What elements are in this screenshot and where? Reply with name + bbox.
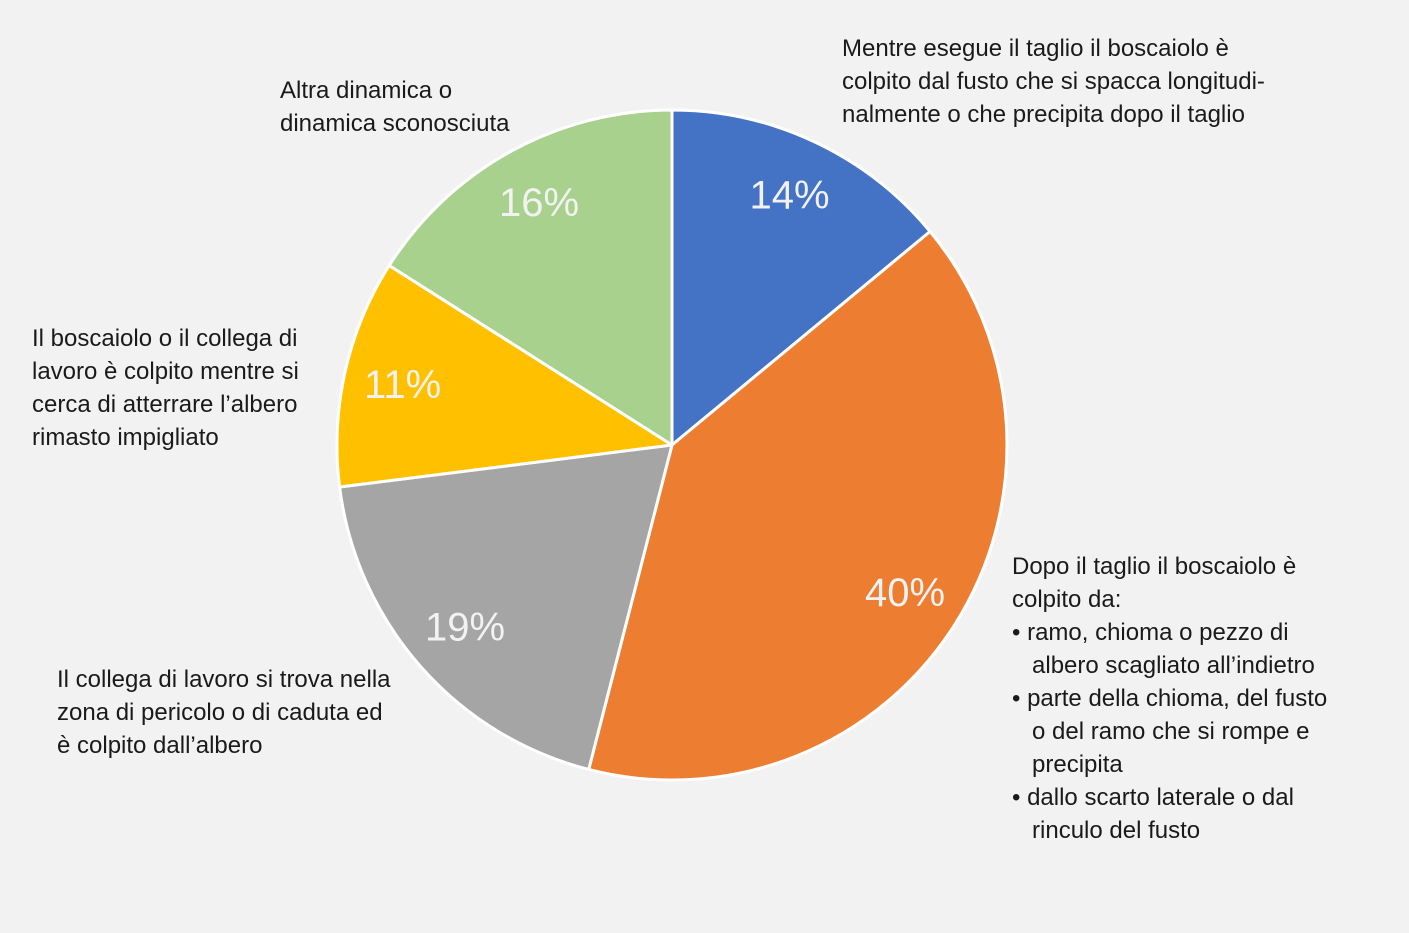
annotation-orange-slice: Dopo il taglio il boscaiolo è colpito da… — [1012, 553, 1328, 844]
data-label-orange: 40% — [865, 571, 945, 615]
annotation-yellow-slice: Il boscaiolo o il collega di lavoro è co… — [32, 325, 299, 451]
pie-slice-gray — [338, 443, 674, 771]
annotation-blue-slice: Mentre esegue il taglio il boscaiolo è c… — [842, 35, 1265, 128]
data-label-blue: 14% — [749, 173, 829, 217]
pie-slice-green — [387, 108, 674, 447]
data-label-gray: 19% — [425, 606, 505, 650]
data-label-green: 16% — [499, 181, 579, 225]
pie-slice-orange — [587, 230, 1009, 782]
pie-slice-yellow — [335, 264, 674, 489]
data-label-yellow: 11% — [364, 363, 441, 407]
annotation-gray-slice: Il collega di lavoro si trova nella zona… — [57, 666, 391, 759]
pie-slice-blue — [670, 108, 932, 447]
annotation-green-slice: Altra dinamica o dinamica sconosciuta — [280, 77, 510, 137]
